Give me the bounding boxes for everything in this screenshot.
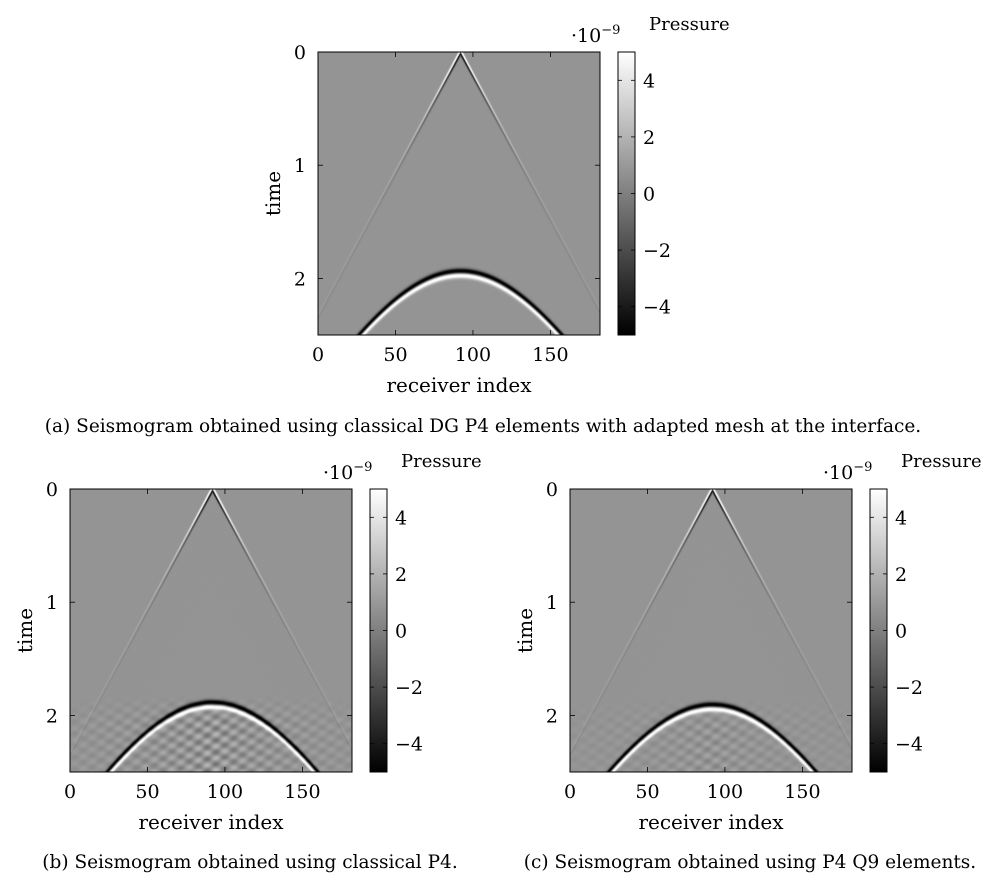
colorbar-tick-label: 2 [395, 564, 407, 586]
x-tick-label: 0 [64, 781, 76, 803]
colorbar-tick-label: −2 [895, 677, 923, 699]
x-tick-label: 100 [207, 781, 243, 803]
plot-frame [317, 51, 601, 336]
seismogram-heatmap [70, 489, 352, 772]
y-tick-label: 1 [46, 592, 58, 614]
x-axis-label: receiver index [386, 373, 532, 397]
x-tick-label: 0 [564, 781, 576, 803]
x-tick-label: 50 [635, 781, 659, 803]
x-tick-label: 150 [284, 781, 320, 803]
colorbar-tick-label: 0 [895, 621, 907, 643]
colorbar-exponent-power: −9 [601, 23, 620, 38]
x-tick-label: 0 [312, 344, 324, 366]
figure-caption: (c) Seismogram obtained using P4 Q9 elem… [524, 852, 976, 873]
colorbar-title: Pressure [901, 451, 982, 472]
y-tick-label: 0 [546, 479, 558, 501]
colorbar-tick-label: 0 [395, 621, 407, 643]
colorbar-exponent: ·10−9 [323, 460, 372, 484]
y-tick-label: 1 [294, 155, 306, 177]
x-tick-label: 100 [707, 781, 743, 803]
y-axis-label: time [261, 171, 285, 216]
panel-b: 0 50 100 150 0 1 2 receiver index time −4 −2 0 2 4 ·10… [13, 451, 482, 873]
x-tick-label: 50 [383, 344, 407, 366]
colorbar-title: Pressure [649, 14, 730, 35]
figure-caption: (b) Seismogram obtained using classical … [42, 852, 457, 873]
x-axis-label: receiver index [138, 810, 284, 834]
colorbar-tick-label: 4 [395, 507, 407, 529]
colorbar-tick-label: −4 [895, 734, 923, 756]
seismogram-heatmap [318, 52, 600, 335]
x-tick-label: 150 [532, 344, 568, 366]
y-tick-label: 2 [46, 705, 58, 727]
y-axis-label: time [513, 608, 537, 653]
colorbar-exponent-power: −9 [853, 460, 872, 475]
figure-caption: (a) Seismogram obtained using classical … [45, 416, 921, 437]
colorbar-tick-label: 0 [643, 184, 655, 206]
colorbar-tick-label: 2 [895, 564, 907, 586]
x-tick-label: 150 [784, 781, 820, 803]
colorbar-tick-label: −2 [643, 240, 671, 262]
x-axis-label: receiver index [638, 810, 784, 834]
colorbar-exponent-base: ·10 [823, 462, 853, 484]
x-tick-label: 100 [455, 344, 491, 366]
colorbar-tick-label: 4 [643, 70, 655, 92]
x-tick-label: 50 [135, 781, 159, 803]
colorbar-tick-label: −4 [395, 734, 423, 756]
colorbar-exponent-base: ·10 [323, 462, 353, 484]
colorbar-tick-label: 2 [643, 127, 655, 149]
plot-frame [569, 488, 853, 773]
panel-a: 0 50 100 150 0 1 2 receiver index time −4 −2 0 2 4 ·10… [45, 14, 921, 437]
seismogram-heatmap [570, 489, 852, 772]
y-tick-label: 0 [46, 479, 58, 501]
plot-frame [69, 488, 353, 773]
panel-c: 0 50 100 150 0 1 2 receiver index time −4 −2 0 2 4 ·10… [513, 451, 982, 873]
colorbar-exponent: ·10−9 [571, 23, 620, 47]
colorbar-tick-label: 4 [895, 507, 907, 529]
colorbar-exponent-base: ·10 [571, 25, 601, 47]
y-tick-label: 2 [546, 705, 558, 727]
y-tick-label: 2 [294, 268, 306, 290]
y-tick-label: 0 [294, 42, 306, 64]
colorbar-tick-label: −2 [395, 677, 423, 699]
colorbar-title: Pressure [401, 451, 482, 472]
colorbar-exponent-power: −9 [353, 460, 372, 475]
colorbar-exponent: ·10−9 [823, 460, 872, 484]
y-tick-label: 1 [546, 592, 558, 614]
y-axis-label: time [13, 608, 37, 653]
colorbar-tick-label: −4 [643, 297, 671, 319]
